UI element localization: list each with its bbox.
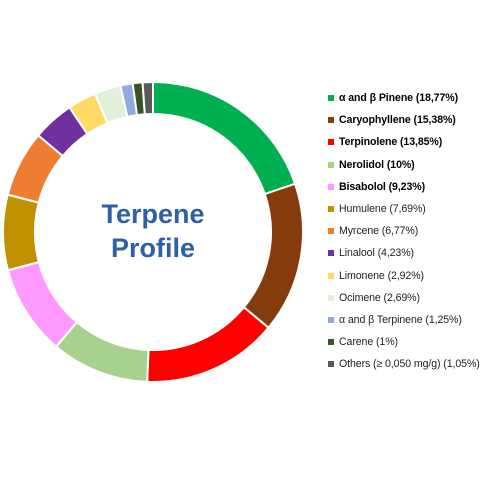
legend-label-11: Carene (1%) [339,336,398,349]
donut-slice-0 [152,80,297,196]
legend-item-12: Others (≥ 0,050 mg/g) (1,05%) [328,353,500,375]
legend-label-4: Bisabolol (9,23%) [339,180,426,193]
legend-item-9: Ocimene (2,69%) [328,287,500,309]
legend-item-10: α and β Terpinene (1,25%) [328,309,500,331]
legend-swatch-12 [328,361,334,368]
legend-item-8: Limonene (2,92%) [328,265,500,287]
legend-swatch-3 [328,161,334,168]
legend-label-1: Caryophyllene (15,38%) [339,114,456,127]
chart-title-line-1: Terpene [101,199,205,229]
legend-label-8: Limonene (2,92%) [339,269,424,282]
legend-label-9: Ocimene (2,69%) [339,291,420,304]
chart-title: Terpene Profile [78,197,228,265]
legend-item-4: Bisabolol (9,23%) [328,176,500,198]
chart-title-line-2: Profile [110,233,196,263]
donut-slice-4 [6,260,79,349]
legend-item-6: Myrcene (6,77%) [328,220,500,242]
chart-legend: α and β Pinene (18,77%) Caryophyllene (15… [328,87,500,375]
legend-item-2: Terpinolene (13,85%) [328,131,500,153]
donut-slice-5 [2,193,41,272]
legend-item-1: Caryophyllene (15,38%) [328,109,500,131]
legend-item-3: Nerolidol (10%) [328,154,500,176]
legend-swatch-5 [328,206,334,213]
legend-item-0: α and β Pinene (18,77%) [328,87,500,109]
legend-label-7: Linalool (4,23%) [339,247,414,260]
donut-slice-1 [242,182,304,330]
legend-swatch-7 [328,250,334,257]
donut-slice-2 [146,305,270,383]
legend-swatch-10 [328,316,334,323]
legend-item-5: Humulene (7,69%) [328,198,500,220]
legend-label-5: Humulene (7,69%) [339,203,426,216]
legend-label-6: Myrcene (6,77%) [339,225,419,238]
legend-item-11: Carene (1%) [328,331,500,353]
legend-swatch-4 [328,183,334,190]
legend-label-2: Terpinolene (13,85%) [339,136,443,149]
legend-swatch-9 [328,294,334,301]
donut-slices [2,80,304,383]
donut-slice-12 [141,80,154,116]
legend-swatch-11 [328,339,334,346]
legend-swatch-8 [328,272,334,279]
legend-swatch-1 [328,117,334,124]
legend-swatch-2 [328,139,334,146]
legend-item-7: Linalool (4,23%) [328,242,500,264]
legend-label-3: Nerolidol (10%) [339,158,415,171]
legend-label-12: Others (≥ 0,050 mg/g) (1,05%) [339,358,480,371]
legend-swatch-0 [328,95,334,102]
legend-label-10: α and β Terpinene (1,25%) [339,313,462,326]
legend-swatch-6 [328,228,334,235]
legend-label-0: α and β Pinene (18,77%) [339,92,459,105]
